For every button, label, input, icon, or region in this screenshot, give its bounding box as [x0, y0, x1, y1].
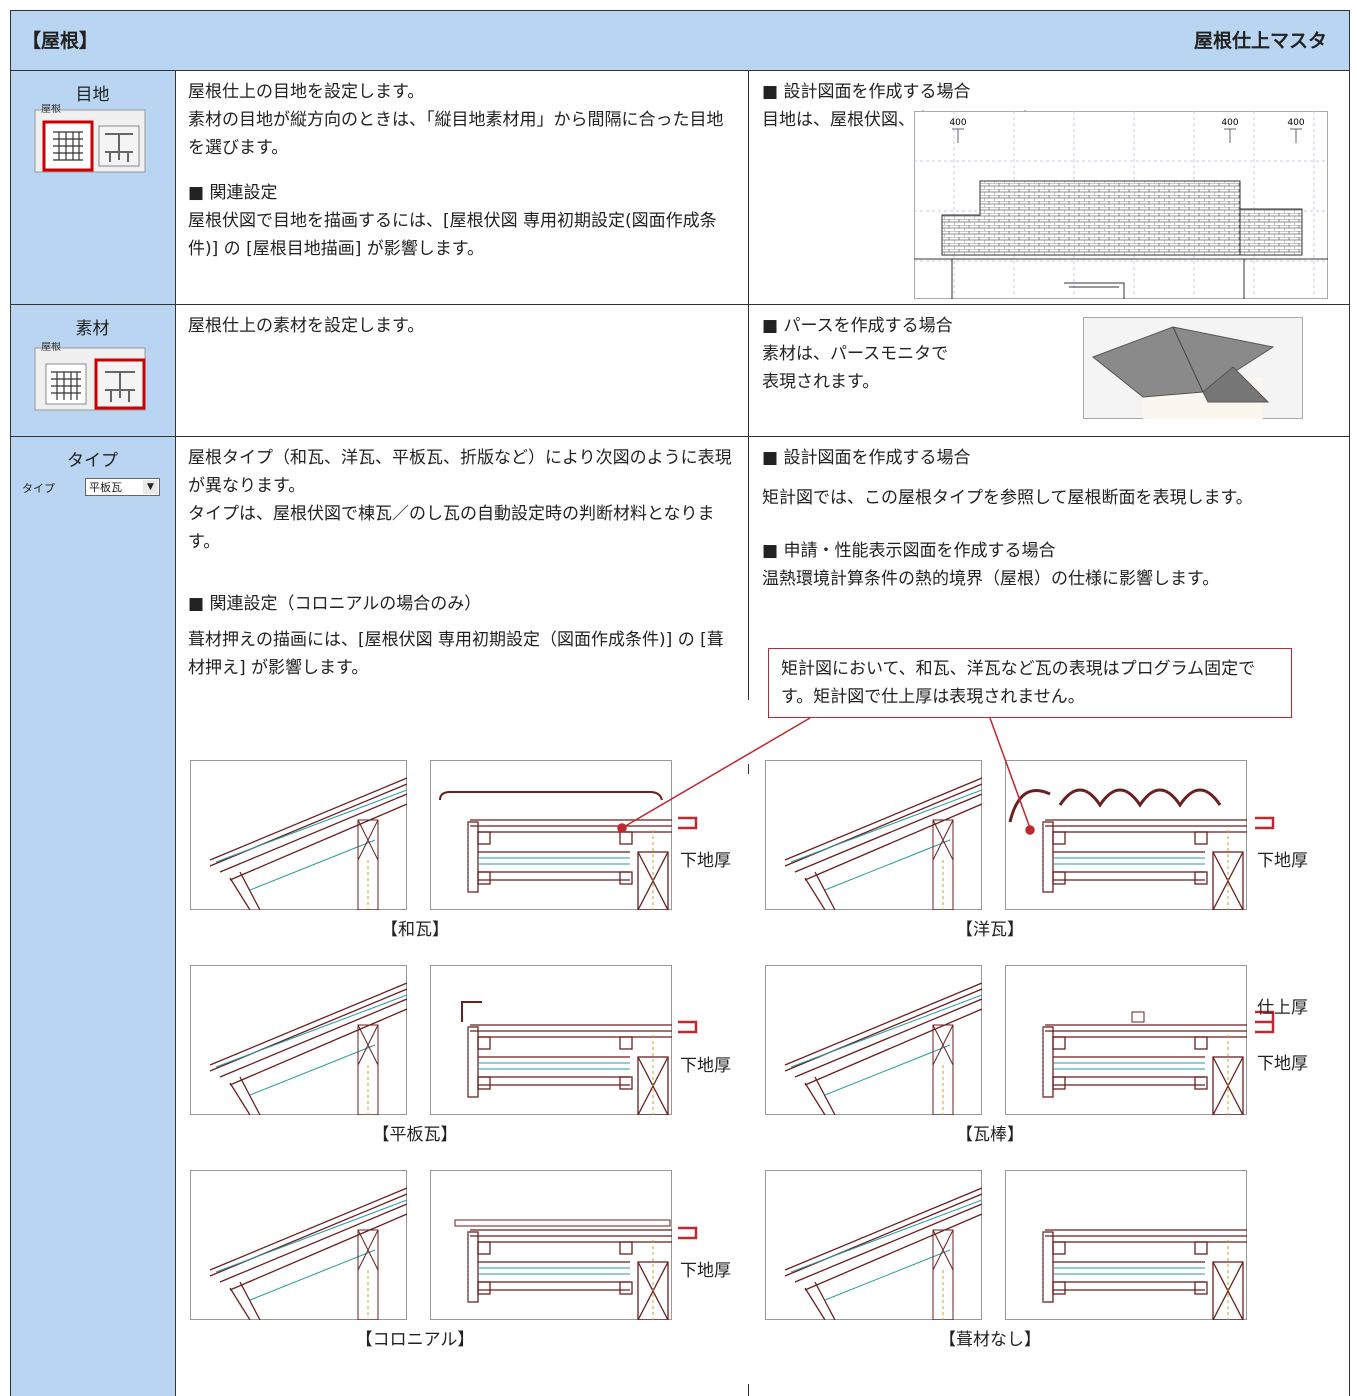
callout-text: 矩計図において、和瓦、洋瓦など瓦の表現はプログラム固定です。矩計図で仕上厚は表現… [781, 659, 1256, 707]
figure-none [765, 1170, 1247, 1320]
thickness-label: 下地厚 [680, 1056, 731, 1076]
figure-washi [190, 760, 672, 910]
dim-label: 400 [1221, 118, 1238, 128]
header-title: 【屋根】 [22, 30, 99, 52]
paragraph: 屋根仕上の素材を設定します。 [188, 316, 425, 336]
callout: 矩計図において、和瓦、洋瓦など瓦の表現はプログラム固定です。矩計図で仕上厚は表現… [768, 648, 1292, 718]
thickness-label: 下地厚 [680, 1261, 731, 1281]
dim-label: 400 [1287, 118, 1304, 128]
figure-caption: 【洋瓦】 [956, 920, 1024, 940]
paragraph: ■ パースを作成する場合 [762, 316, 953, 336]
header-section: 屋根仕上マスタ [1193, 30, 1327, 52]
figure-caption: 【和瓦】 [381, 920, 449, 940]
perspective-image [1083, 317, 1303, 419]
dropdown-value: 平板瓦 [89, 481, 122, 494]
figure-caption: 【瓦棒】 [956, 1125, 1024, 1145]
paragraph: タイプは、屋根伏図で棟瓦／のし瓦の自動設定時の判断材料となります。 [188, 504, 715, 552]
figure-kawarabou [765, 965, 1247, 1115]
paragraph: ■ 関連設定（コロニアルの場合のみ） [188, 594, 482, 614]
row-middle: 屋根タイプ（和瓦、洋瓦、平板瓦、折版など）により次図のように表現が異なります。 … [188, 444, 740, 682]
thickness-label: 下地厚 [1257, 851, 1308, 871]
row-label: 素材 [75, 319, 110, 339]
paragraph: ■ 設計図面を作成する場合 [762, 82, 971, 102]
dropdown-label: タイプ [22, 482, 55, 495]
paragraph: 葺材押えの描画には、[屋根伏図 専用初期設定（図面作成条件)] の [葺材押え]… [188, 630, 724, 678]
material-icon: 屋根 [34, 342, 146, 411]
paragraph: ■ 設計図面を作成する場合 [762, 448, 971, 468]
dim-label: 400 [949, 118, 966, 128]
paragraph: 屋根伏図で目地を描画するには、[屋根伏図 専用初期設定(図面作成条件)] の [… [188, 211, 717, 259]
figure-youwa [765, 760, 1247, 910]
label-column [10, 70, 175, 1396]
paragraph: 屋根仕上の目地を設定します。 [188, 82, 425, 102]
row-right: ■ パースを作成する場合 素材は、パースモニタで 表現されます。 [762, 312, 1082, 396]
row-label: 目地 [75, 85, 110, 105]
figure-caption: 【葺材なし】 [939, 1330, 1041, 1350]
row-middle: 屋根仕上の素材を設定します。 [188, 312, 740, 340]
elevation-image: 400 400 400 [914, 111, 1328, 299]
thickness-label: 下地厚 [1257, 1054, 1308, 1074]
thickness-label: 下地厚 [680, 851, 731, 871]
joint-icon: 屋根 [34, 104, 146, 173]
paragraph: 表現されます。 [762, 372, 880, 392]
figure-hiraita [190, 965, 672, 1115]
header-bar [10, 10, 1350, 70]
row-right: ■ 設計図面を作成する場合 矩計図では、この屋根タイプを参照して屋根断面を表現し… [762, 444, 1344, 593]
paragraph: ■ 申請・性能表示図面を作成する場合 [762, 541, 1056, 561]
figure-colonial [190, 1170, 672, 1320]
figure-caption: 【コロニアル】 [355, 1330, 475, 1350]
paragraph: 素材の目地が縦方向のときは、「縦目地素材用」から間隔に合った目地を選びます。 [188, 110, 724, 158]
paragraph: 矩計図では、この屋根タイプを参照して屋根断面を表現します。 [762, 488, 1253, 508]
paragraph: ■ 関連設定 [188, 183, 278, 203]
icon-caption: 屋根 [41, 342, 61, 353]
thickness-label: 仕上厚 [1257, 998, 1308, 1018]
paragraph: 素材は、パースモニタで [762, 344, 949, 364]
type-dropdown[interactable]: 平板瓦 ▼ [85, 478, 160, 496]
paragraph: 屋根タイプ（和瓦、洋瓦、平板瓦、折版など）により次図のように表現が異なります。 [188, 448, 732, 496]
row-middle: 屋根仕上の目地を設定します。 素材の目地が縦方向のときは、「縦目地素材用」から間… [188, 78, 740, 263]
callout-pointer [617, 717, 1035, 835]
thickness-marks [678, 816, 1275, 1240]
row-label: タイプ [67, 451, 118, 471]
paragraph: 温熱環境計算条件の熱的境界（屋根）の仕様に影響します。 [762, 569, 1220, 589]
figure-caption: 【平板瓦】 [372, 1125, 458, 1145]
icon-caption: 屋根 [41, 104, 61, 115]
